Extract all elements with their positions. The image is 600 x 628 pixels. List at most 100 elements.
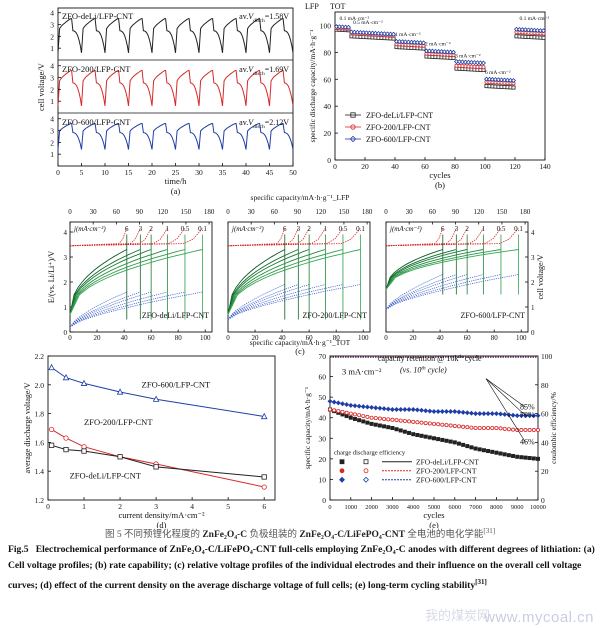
panel-e-point [490,425,495,430]
panel-c-anode-curve [385,274,519,310]
panel-b-ytick-label: 0 [327,156,331,165]
panel-a-ytick-label: 2 [50,85,54,94]
panel-c-ytick-label: 0 [64,329,68,337]
panel-c-ytick-right-label: 4 [531,229,535,237]
panel-a-ytick-label: 3 [50,21,54,30]
panel-c-anode-curve [227,284,285,320]
panel-b-xtick-label: 100 [479,162,491,171]
panel-b-legend-label: ZFO-200/LFP-CNT [366,123,431,132]
panel-c-anode-curve [69,291,141,328]
panel-b-point [430,48,435,54]
panel-c-xtick-label: 60 [148,334,156,342]
panel-d-series-line [51,367,265,417]
panel-b-point [511,78,516,84]
caption-label: Fig.5 [8,544,29,555]
panel-e-point [536,456,541,461]
panel-e-point [431,409,437,415]
panel-b-point [400,39,405,45]
panel-b-point [358,29,363,35]
panel-c-ytick-label: 3 [64,254,68,262]
panel-c-cell-curve [385,249,457,290]
panel-e-point [473,411,479,417]
panel-c-x2tick-label: 30 [90,208,98,216]
panel-a-annotation: av.Vdisch=1.58V [239,12,289,24]
panel-e-current-label: 3 mA·cm⁻² [342,367,382,377]
panel-c-letter: (c) [295,346,305,356]
panel-c-frame [69,221,213,333]
panel-d-point [63,435,69,441]
panel-e-ytick-label: 70 [319,352,327,361]
panel-d-letter: (d) [157,520,167,528]
panel-b-point [334,24,339,30]
panel-e-point [436,422,441,427]
panel-c-density-title: j(mA·cm⁻²) [389,225,422,233]
panel-b-point [511,85,516,90]
panel-c-anode-curve [385,274,468,310]
panel-c-density-label: 1 [482,225,486,233]
panel-b-point [481,60,486,66]
panel-c-cell-curve [69,249,152,315]
panel-e-ylabel-right: coulombic efficiency/% [549,392,558,464]
panel-e-legend-label: ZFO-deLi/LFP-CNT [416,458,479,467]
panel-c-x2tick-label: 180 [362,208,373,216]
panel-e-point [423,421,428,426]
panel-c-x2tick-label: 30 [248,208,256,216]
panel-b-xtick-label: 140 [539,162,551,171]
panel-e-point [360,404,366,410]
panel-e-xtick-label: 4000 [407,504,420,511]
panel-e-retention-value: 46% [520,437,535,446]
panel-c-density-label: 6 [283,225,287,233]
panel-e-point [452,423,457,428]
panel-c-density-label: 6 [441,225,445,233]
panel-c-cell-curve [227,249,326,315]
panel-c-ylabel-left: E/(vs. Li/Li⁺)/V [47,251,56,303]
panel-e-point [523,455,528,460]
panel-c-x2tick-label: 120 [473,208,484,216]
panel-b-point [397,39,402,45]
panel-b-rate-label: 6 mA·cm⁻² [485,70,511,76]
panel-c-density-label: 0.5 [181,225,190,233]
panel-b-point [391,31,396,37]
panel-d: 1.2 1.4 1.6 1.8 2.0 2.2 0 1 2 3 4 5 6 current density… [23,352,276,528]
panel-a-frame [57,7,294,167]
panel-e-xtick-label: 2000 [365,504,378,511]
panel-e-point [436,437,441,442]
panel-b-ytick-label: 80 [324,48,332,57]
panel-e-ylabel: specific capacity/mA·h·g⁻¹ [303,387,312,469]
panel-b-point [439,49,444,55]
panel-a-voltage-curve [57,123,294,150]
panel-e-point [461,424,466,429]
panel-a-ytick-label: 2 [50,138,54,147]
panel-c-x2tick-label: 0 [68,208,72,216]
panel-d-frame [47,355,276,501]
panel-c-x2tick-label: 90 [452,208,460,216]
panel-b-point [427,48,432,54]
panel-c-lfp-curve [385,228,519,247]
panel-b-point [541,35,546,40]
panel-c-density-label: 6 [125,225,129,233]
panel-e-xlabel: cycles [423,510,444,520]
panel-e-point [498,426,503,431]
panel-e-retention-value: 79% [520,411,535,420]
panel-e-point [340,409,345,414]
panel-c-x2tick-label: 120 [157,208,168,216]
panel-e-point [389,407,395,412]
panel-e-ytick-label: 40 [319,414,327,423]
panel-e-point [477,411,483,417]
panel-b-point [421,40,426,46]
panel-c-lfp-curve [227,228,361,247]
panel-b-point [454,59,459,65]
panel-e-point [411,419,416,424]
panel-e-xtick-label: 6000 [449,504,462,511]
panel-e-xtick-label: 5000 [428,504,441,511]
panel-e-y2tick-label: 60 [541,410,549,419]
panel-a-ytick-label: 2 [50,32,54,41]
panel-e-point [327,398,333,404]
panel-c-anode-curve [385,274,443,310]
panel-b-point [475,60,480,66]
panel-e-point [469,445,474,450]
panel-b-point [532,27,537,33]
caption-chinese: 图 5 不同预锂化程度的 ZnFe₂O₄-C 负极组装的 ZnFe₂O₄-C/L… [104,526,496,540]
panel-b-point [466,59,471,65]
panel-e-point [377,405,383,411]
